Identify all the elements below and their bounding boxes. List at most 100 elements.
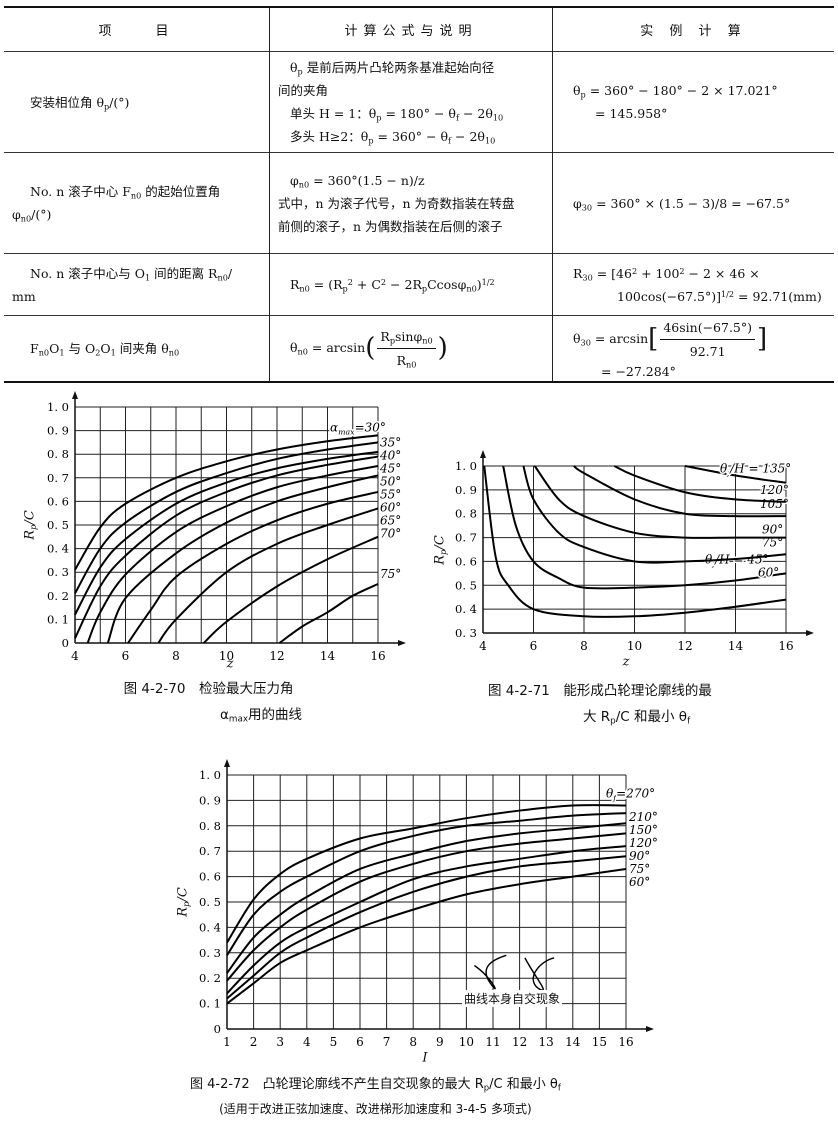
formula-cell: φn0 = 360°(1.5 − n)/z 式中，n 为滚子代号，n 为奇数指装…	[269, 152, 553, 254]
self-intersection-loop-icon	[524, 957, 555, 991]
figure-caption-4-2-70: 图 4-2-70 检验最大压力角 αmax用的曲线	[115, 676, 302, 728]
example-line: R30 = [462 + 1002 − 2 × 46 ×	[573, 265, 760, 282]
y-axis-arrow-icon	[224, 759, 230, 767]
x-tick-label: 16	[370, 649, 385, 663]
x-tick-label: 15	[592, 1035, 607, 1049]
formula-line: 多头 H≥2：θp = 360° − θf − 2θ10	[290, 129, 496, 146]
series-label: 75°	[380, 567, 401, 581]
x-tick-label: 12	[269, 649, 284, 663]
item-text: 安装相位角 θp/(°)	[30, 94, 130, 111]
x-tick-label: 4	[479, 639, 487, 653]
series-label: θf/H = 135°	[720, 462, 791, 478]
x-tick-label: 1	[223, 1035, 231, 1049]
x-tick-label: 4	[303, 1035, 311, 1049]
series-curve	[74, 455, 379, 639]
example-line: 100cos(−67.5°)]1/2 = 92.71(mm)	[617, 288, 822, 304]
table-row: 安装相位角 θp/(°) θp 是前后两片凸轮两条基准起始向径 间的夹角 单头 …	[4, 51, 834, 153]
x-tick-label: 11	[485, 1035, 500, 1049]
series-curve	[573, 465, 787, 518]
item-cell: No. n 滚子中心与 O1 间的距离 Rn0/ mm	[4, 254, 270, 316]
series-label: 60°	[629, 875, 650, 889]
x-tick-label: 6	[122, 649, 130, 663]
x-tick-label: 6	[530, 639, 538, 653]
series-curve	[502, 465, 787, 590]
item-text: No. n 滚子中心 Fn0 的起始位置角	[30, 184, 221, 201]
example-cell: θ30 = arcsin[46sin(−67.5°) 92.71] = −27.2…	[552, 315, 834, 382]
series-label: 40°	[379, 448, 401, 462]
fraction: Rpsinφn0 Rn0	[377, 325, 436, 372]
y-tick-label: 0. 5	[455, 578, 477, 592]
y-tick-label: 0. 4	[199, 920, 221, 934]
self-intersection-loop-icon	[473, 954, 507, 990]
self-intersection-note: 曲线本身自交现象	[462, 990, 563, 1007]
x-axis-arrow-icon	[646, 1026, 654, 1032]
formula-line: 单头 H = 1：θp = 180° − θf − 2θ10	[290, 106, 504, 123]
y-tick-label: 0. 6	[47, 494, 69, 508]
example-line: θp = 360° − 180° − 2 × 17.021°	[573, 83, 778, 100]
series-label: 120°	[629, 836, 658, 850]
series-label: 35°	[380, 435, 401, 449]
x-tick-label: 5	[330, 1035, 338, 1049]
series-curve	[203, 535, 379, 644]
item-text: No. n 滚子中心与 O1 间的距离 Rn0/	[30, 265, 233, 282]
series-curve	[74, 434, 379, 571]
series-label: 150°	[629, 823, 658, 837]
series-label: 65°	[380, 513, 401, 527]
series-label: 60°	[380, 500, 401, 514]
series-curve	[533, 465, 786, 539]
y-tick-label: 0. 2	[47, 589, 69, 603]
y-tick-label: 0. 8	[199, 819, 221, 833]
x-tick-label: 10	[459, 1035, 474, 1049]
chart-3-x-axis-label: I	[422, 1050, 428, 1066]
formula-line: 式中，n 为滚子代号，n 为奇数指装在转盘	[278, 195, 515, 211]
x-tick-label: 4	[71, 649, 79, 663]
y-tick-label: 0. 8	[455, 507, 477, 521]
y-tick-label: 0	[214, 1022, 221, 1036]
x-tick-label: 2	[250, 1035, 258, 1049]
fraction: 46sin(−67.5°) 92.71	[660, 316, 756, 363]
y-tick-label: 0. 6	[199, 870, 221, 884]
chart-1-y-axis-label: Rp/C	[22, 510, 39, 540]
y-tick-label: 0. 1	[199, 997, 221, 1011]
series-curve	[127, 490, 379, 644]
x-tick-label: 8	[409, 1035, 417, 1049]
item-text: mm	[12, 288, 36, 304]
series-curve	[157, 507, 379, 644]
series-label: 45°	[379, 461, 401, 475]
formula-fraction-expression: θn0 = arcsin(Rpsinφn0 Rn0)	[278, 325, 544, 372]
example-line: φ30 = 360° × (1.5 − 3)/8 = −67.5°	[573, 195, 791, 212]
series-curve	[74, 441, 379, 594]
denominator: Rn0	[396, 353, 417, 370]
item-cell: 安装相位角 θp/(°)	[4, 52, 270, 153]
y-tick-label: 0. 9	[455, 483, 477, 497]
chart-2: 4 6 8 10 12 14 16 0. 3 0. 4 0. 5 0. 6 0. 7 0. 8 0. 9 1…	[455, 450, 814, 653]
open-paren: (	[365, 333, 376, 363]
series-curve	[226, 867, 627, 1005]
series-curve	[106, 474, 379, 644]
x-tick-label: 6	[356, 1035, 364, 1049]
x-tick-label: 13	[539, 1035, 554, 1049]
example-cell: R30 = [462 + 1002 − 2 × 46 × 100cos(−67.…	[552, 253, 834, 316]
example-fraction-expression: θ30 = arcsin[46sin(−67.5°) 92.71]	[561, 316, 826, 363]
series-curve	[86, 465, 379, 644]
x-tick-label: 14	[565, 1035, 581, 1049]
header-formula: 计算公式与说明	[269, 7, 553, 52]
formula-cell: Rn0 = (Rp2 + C2 − 2RpCcosφn0)1/2	[269, 253, 553, 316]
y-tick-label: 0. 1	[47, 612, 69, 626]
example-result: = −27.284°	[601, 364, 676, 379]
caption-line: 大 Rp/C 和最小 θf	[583, 709, 691, 727]
series-label: 75°	[629, 862, 650, 876]
formula-line: 间的夹角	[278, 83, 329, 98]
y-tick-label: 0. 7	[455, 531, 477, 545]
close-bracket: ]	[757, 324, 768, 354]
x-tick-label: 7	[383, 1035, 391, 1049]
x-tick-label: 12	[677, 639, 692, 653]
y-tick-label: 0	[62, 636, 69, 650]
y-tick-label: 0. 8	[47, 447, 69, 461]
series-curve	[226, 822, 627, 974]
y-tick-label: 0. 9	[199, 793, 221, 807]
caption-line: αmax用的曲线	[220, 707, 303, 725]
table-row: No. n 滚子中心与 O1 间的距离 Rn0/ mm Rn0 = (Rp2 +…	[4, 253, 834, 316]
